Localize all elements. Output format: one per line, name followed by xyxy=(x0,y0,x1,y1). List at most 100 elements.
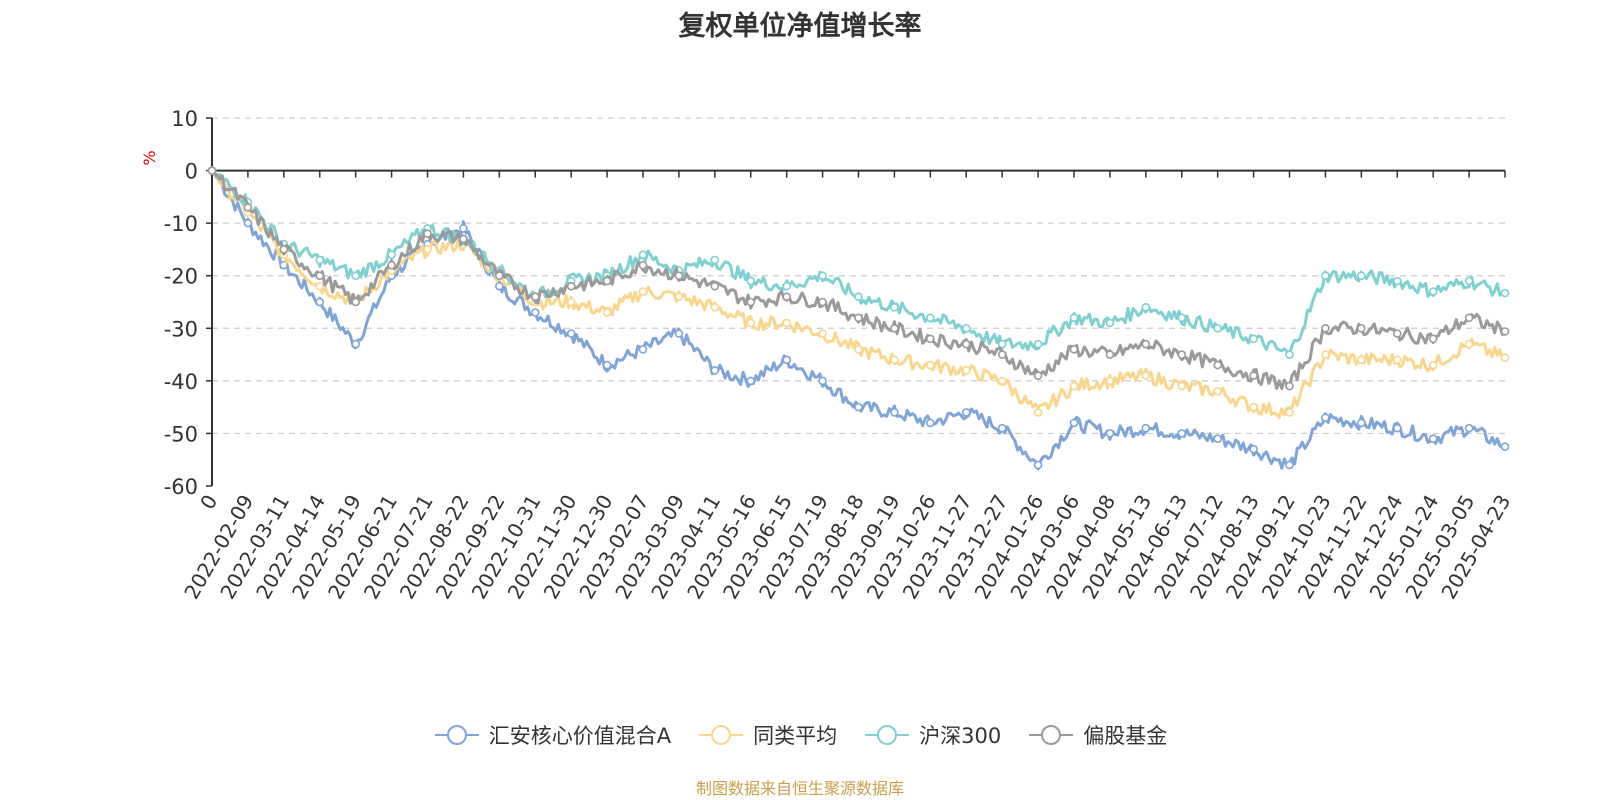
tick-labels: 100-10-20-30-40-50-6002022-02-092022-03-… xyxy=(164,107,1516,603)
data-point xyxy=(1249,402,1258,412)
data-point xyxy=(566,281,576,291)
data-point xyxy=(351,271,361,281)
data-point xyxy=(1213,387,1222,396)
data-point xyxy=(243,218,253,228)
data-point xyxy=(279,260,289,270)
legend-label: 沪深300 xyxy=(919,724,1002,748)
data-point xyxy=(925,313,935,323)
data-point xyxy=(1105,318,1115,328)
data-point xyxy=(1428,434,1438,444)
data-point xyxy=(1249,371,1258,380)
data-point xyxy=(315,271,325,281)
data-point xyxy=(1321,413,1330,423)
data-point xyxy=(674,329,684,338)
x-tick-label: 0 xyxy=(195,491,222,514)
data-point xyxy=(997,376,1007,386)
data-point xyxy=(854,292,863,302)
data-point xyxy=(1033,408,1043,417)
data-point xyxy=(1177,313,1187,323)
y-tick-label: -30 xyxy=(164,317,198,341)
data-point xyxy=(1393,423,1402,433)
data-point xyxy=(566,297,576,307)
data-point xyxy=(854,402,863,412)
series-line xyxy=(210,169,1507,390)
legend-symbol-icon xyxy=(434,725,479,745)
data-point xyxy=(997,350,1007,359)
data-point xyxy=(890,323,899,333)
data-point xyxy=(782,281,792,291)
data-point xyxy=(459,224,468,233)
data-point xyxy=(997,339,1007,349)
data-point xyxy=(566,329,576,338)
data-point xyxy=(1357,271,1366,281)
data-point xyxy=(530,292,540,302)
data-point xyxy=(854,344,863,354)
data-point xyxy=(782,292,792,302)
data-point xyxy=(890,355,899,365)
data-point xyxy=(1393,276,1402,286)
data-point xyxy=(494,281,504,291)
data-point xyxy=(1464,423,1474,433)
y-tick-label: -50 xyxy=(164,422,198,446)
data-point xyxy=(315,297,325,307)
axes xyxy=(206,117,1506,487)
legend-item[interactable]: 沪深300 xyxy=(863,720,1001,750)
data-point xyxy=(494,271,504,281)
data-point xyxy=(602,308,612,317)
data-point xyxy=(1428,287,1438,296)
data-point xyxy=(1213,360,1222,370)
data-point xyxy=(890,408,899,417)
data-point xyxy=(1500,327,1510,336)
data-point xyxy=(818,376,827,386)
data-point xyxy=(351,339,361,349)
data-point xyxy=(1428,360,1438,370)
data-point xyxy=(1321,323,1330,333)
data-point xyxy=(423,229,432,238)
data-point xyxy=(925,418,935,428)
data-point xyxy=(279,245,289,254)
series-lines xyxy=(207,166,1510,471)
data-point xyxy=(1500,353,1510,363)
data-point xyxy=(1141,339,1151,349)
legend-label: 同类平均 xyxy=(753,724,838,748)
data-point xyxy=(961,339,971,349)
data-point xyxy=(674,292,684,302)
data-point xyxy=(674,271,684,281)
data-point xyxy=(638,344,648,354)
y-axis-unit-label: % xyxy=(140,150,159,165)
data-point xyxy=(1500,288,1510,298)
legend-item[interactable]: 同类平均 xyxy=(697,720,837,750)
data-point xyxy=(1285,381,1294,391)
legend-label: 偏股基金 xyxy=(1083,724,1168,748)
data-point xyxy=(1141,371,1151,380)
data-point xyxy=(1500,442,1510,451)
data-point xyxy=(1141,302,1151,312)
data-point xyxy=(818,329,827,338)
data-point xyxy=(710,255,720,265)
data-point xyxy=(638,260,648,270)
data-point xyxy=(1357,418,1366,428)
data-point xyxy=(710,281,720,291)
data-point xyxy=(746,297,756,307)
source-note: 制图数据来自恒生聚源数据库 xyxy=(695,779,904,798)
chart-title: 复权单位净值增长率 xyxy=(678,11,922,42)
data-point xyxy=(530,308,540,317)
data-point xyxy=(1069,381,1079,391)
legend-item[interactable]: 偏股基金 xyxy=(1027,720,1167,750)
data-point xyxy=(1105,376,1115,386)
y-tick-label: 10 xyxy=(171,107,198,131)
data-point xyxy=(387,250,396,259)
data-point xyxy=(1177,429,1187,438)
data-point xyxy=(1105,350,1115,359)
data-point xyxy=(1069,418,1079,428)
data-point xyxy=(1033,371,1043,380)
data-point xyxy=(961,365,971,375)
legend-symbol-icon xyxy=(865,725,910,745)
data-point xyxy=(1213,434,1222,444)
legend-item[interactable]: 汇安核心价值混合A xyxy=(433,720,671,750)
y-tick-label: -10 xyxy=(164,212,198,236)
legend-label: 汇安核心价值混合A xyxy=(488,724,672,748)
data-point xyxy=(1141,423,1151,433)
data-point xyxy=(315,281,325,291)
